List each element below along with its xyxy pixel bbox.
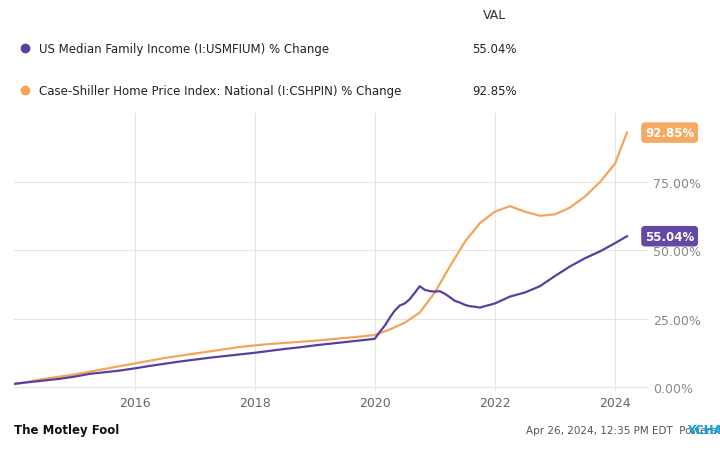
Text: 55.04%: 55.04%	[472, 43, 517, 56]
Text: 92.85%: 92.85%	[645, 127, 694, 140]
Text: VAL: VAL	[483, 9, 506, 22]
Text: The Motley Fool: The Motley Fool	[14, 424, 120, 436]
Text: US Median Family Income (I:USMFIUM) % Change: US Median Family Income (I:USMFIUM) % Ch…	[39, 43, 329, 56]
Text: YCHARTS: YCHARTS	[688, 424, 720, 436]
Text: Case-Shiller Home Price Index: National (I:CSHPIN) % Change: Case-Shiller Home Price Index: National …	[39, 85, 401, 98]
Text: 55.04%: 55.04%	[645, 230, 694, 243]
Text: 92.85%: 92.85%	[472, 85, 517, 98]
Text: Apr 26, 2024, 12:35 PM EDT  Powered by: Apr 26, 2024, 12:35 PM EDT Powered by	[526, 425, 720, 435]
